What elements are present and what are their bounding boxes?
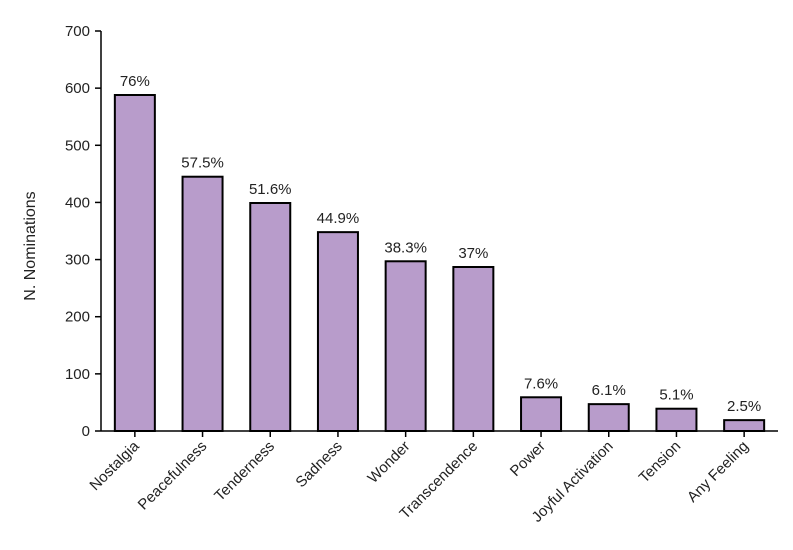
x-tick-label: Sadness	[292, 438, 345, 491]
data-label: 44.9%	[317, 210, 360, 227]
x-tick-label: Tension	[636, 438, 685, 487]
bar-sadness	[316, 231, 359, 432]
y-tick-label: 700	[65, 23, 90, 40]
x-tick-label: Tenderness	[211, 438, 278, 505]
x-tick-label: Power	[507, 438, 549, 480]
bar-power	[520, 396, 563, 432]
y-axis: 0 100 200 300 400 500 600 700	[65, 23, 102, 440]
data-label: 76%	[120, 73, 150, 90]
bars-group: 76% 57.5% 51.6% 44.9% 38.3% 37% 7.6% 6.1% 5.1% 2.…	[113, 73, 766, 433]
data-label: 2.5%	[727, 398, 761, 415]
x-tick-label: Nostalgia	[86, 437, 143, 494]
x-tick-label: Wonder	[365, 438, 414, 487]
x-tick-label: Peacefulness	[135, 438, 211, 514]
bar-tenderness	[249, 202, 292, 432]
bar-transcendence	[452, 266, 495, 432]
data-label: 6.1%	[592, 382, 626, 399]
bar-joyful-activation	[587, 403, 630, 432]
y-tick-label: 600	[65, 80, 90, 97]
bar-wonder	[384, 260, 427, 432]
data-label: 37%	[458, 245, 488, 262]
data-label: 51.6%	[249, 181, 292, 198]
y-tick-label: 400	[65, 194, 90, 211]
bar-tension	[655, 407, 698, 433]
data-label: 57.5%	[181, 155, 224, 172]
y-tick-label: 300	[65, 252, 90, 269]
x-tick-label: Any Feeling	[684, 438, 752, 506]
y-tick-label: 200	[65, 309, 90, 326]
bar-any-feeling	[723, 419, 766, 432]
data-label: 7.6%	[524, 375, 558, 392]
y-axis-title: N. Nominations	[22, 191, 39, 300]
data-label: 38.3%	[384, 239, 427, 256]
y-tick-label: 500	[65, 137, 90, 154]
y-tick-label: 0	[82, 423, 90, 440]
bar-nostalgia	[113, 94, 156, 432]
data-label: 5.1%	[659, 387, 693, 404]
bar-peacefulness	[181, 175, 224, 432]
y-tick-label: 100	[65, 366, 90, 383]
